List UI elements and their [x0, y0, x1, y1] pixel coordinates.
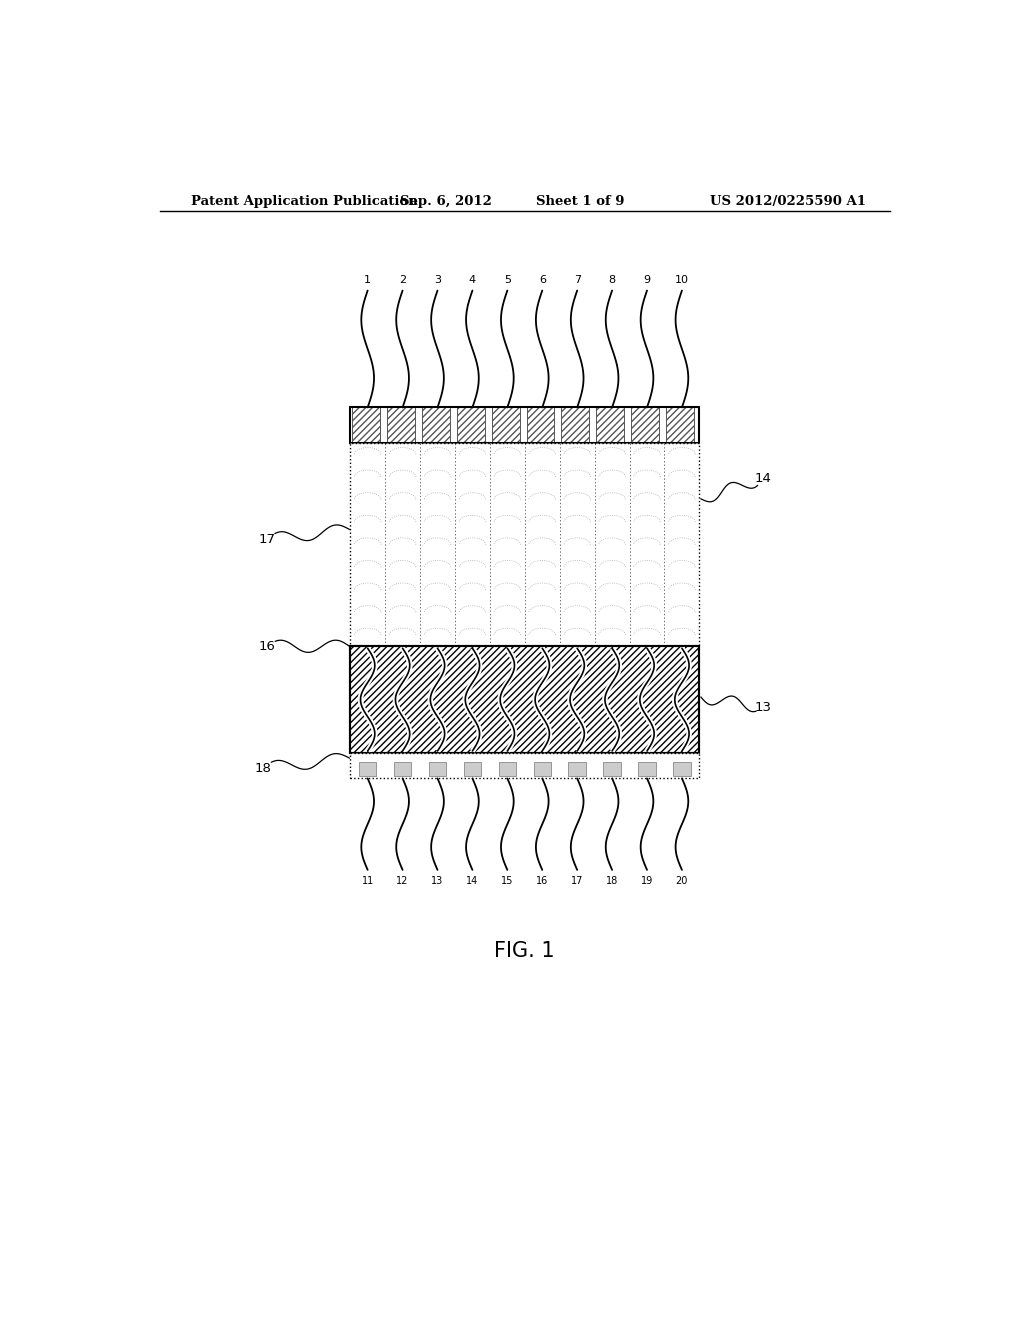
Text: 8: 8: [608, 276, 615, 285]
Bar: [422, 408, 450, 444]
Bar: [667, 408, 694, 444]
Bar: [350, 444, 699, 647]
Bar: [534, 763, 551, 776]
Text: 11: 11: [361, 876, 374, 886]
Bar: [429, 763, 446, 776]
Text: 9: 9: [643, 276, 650, 285]
Bar: [352, 408, 380, 444]
Text: 16: 16: [537, 876, 549, 886]
Bar: [394, 763, 412, 776]
Text: Patent Application Publication: Patent Application Publication: [191, 194, 418, 207]
Text: 10: 10: [675, 276, 689, 285]
Bar: [359, 763, 377, 776]
Text: 16: 16: [258, 640, 275, 653]
Text: 18: 18: [255, 762, 271, 775]
Bar: [457, 408, 484, 444]
Text: 2: 2: [399, 276, 407, 285]
Text: 20: 20: [676, 876, 688, 886]
Bar: [499, 763, 516, 776]
Bar: [603, 763, 621, 776]
Text: 14: 14: [466, 876, 478, 886]
Bar: [350, 647, 699, 752]
Text: 13: 13: [431, 876, 443, 886]
Text: 7: 7: [573, 276, 581, 285]
Bar: [387, 408, 415, 444]
Text: US 2012/0225590 A1: US 2012/0225590 A1: [710, 194, 866, 207]
Text: 15: 15: [501, 876, 513, 886]
Text: 19: 19: [641, 876, 653, 886]
Text: Sheet 1 of 9: Sheet 1 of 9: [537, 194, 625, 207]
Bar: [350, 408, 699, 444]
Text: 18: 18: [606, 876, 618, 886]
Text: FIG. 1: FIG. 1: [495, 941, 555, 961]
Bar: [632, 408, 659, 444]
Bar: [464, 763, 481, 776]
Bar: [526, 408, 554, 444]
Bar: [673, 763, 690, 776]
Text: 14: 14: [755, 473, 771, 484]
Bar: [492, 408, 519, 444]
Bar: [350, 752, 699, 779]
Text: Sep. 6, 2012: Sep. 6, 2012: [399, 194, 492, 207]
Text: 12: 12: [396, 876, 409, 886]
Text: 3: 3: [434, 276, 441, 285]
Bar: [638, 763, 655, 776]
Text: 17: 17: [571, 876, 584, 886]
Bar: [568, 763, 586, 776]
Text: 6: 6: [539, 276, 546, 285]
Text: 1: 1: [365, 276, 371, 285]
Bar: [596, 408, 625, 444]
Bar: [561, 408, 590, 444]
Text: 4: 4: [469, 276, 476, 285]
Text: 17: 17: [258, 533, 275, 546]
Bar: [350, 647, 699, 752]
Text: 5: 5: [504, 276, 511, 285]
Text: 13: 13: [755, 701, 771, 714]
